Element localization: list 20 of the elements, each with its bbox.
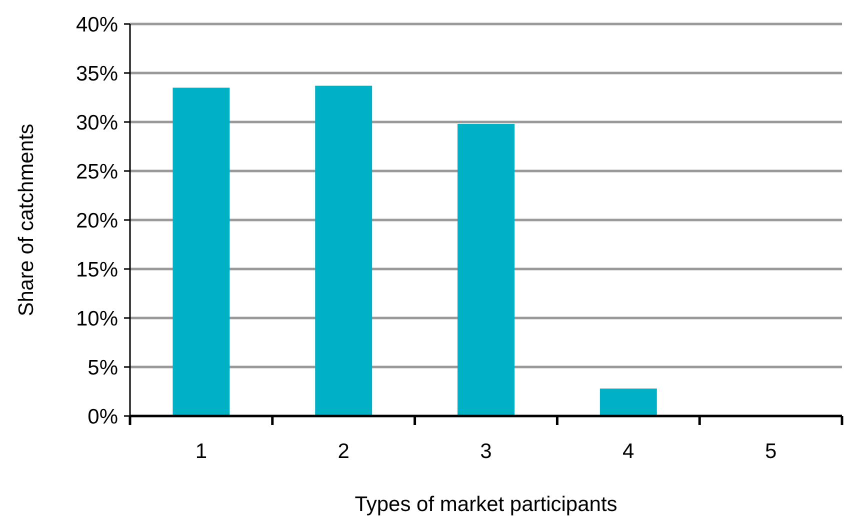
y-tick-label: 40% [76,13,118,36]
x-tick-label: 3 [480,440,492,463]
y-tick-label: 20% [76,209,118,232]
y-axis-title: Share of catchments [15,124,38,316]
x-tick-label: 4 [622,440,635,463]
y-tick-label: 0% [88,405,118,428]
bar [172,88,230,416]
bar [600,388,657,416]
bar [315,86,372,416]
y-tick-label: 5% [88,356,118,380]
x-tick-label: 1 [195,440,208,463]
y-tick-label: 35% [76,62,118,86]
x-axis-title: Types of market participants [354,493,618,516]
y-tick-label: 25% [76,160,118,184]
x-tick-label: 2 [338,440,350,463]
x-tick-label: 5 [764,440,777,463]
y-tick-label: 10% [76,307,118,330]
y-tick-label: 15% [76,258,118,282]
y-tick-label: 30% [76,111,118,134]
bar [458,124,514,416]
